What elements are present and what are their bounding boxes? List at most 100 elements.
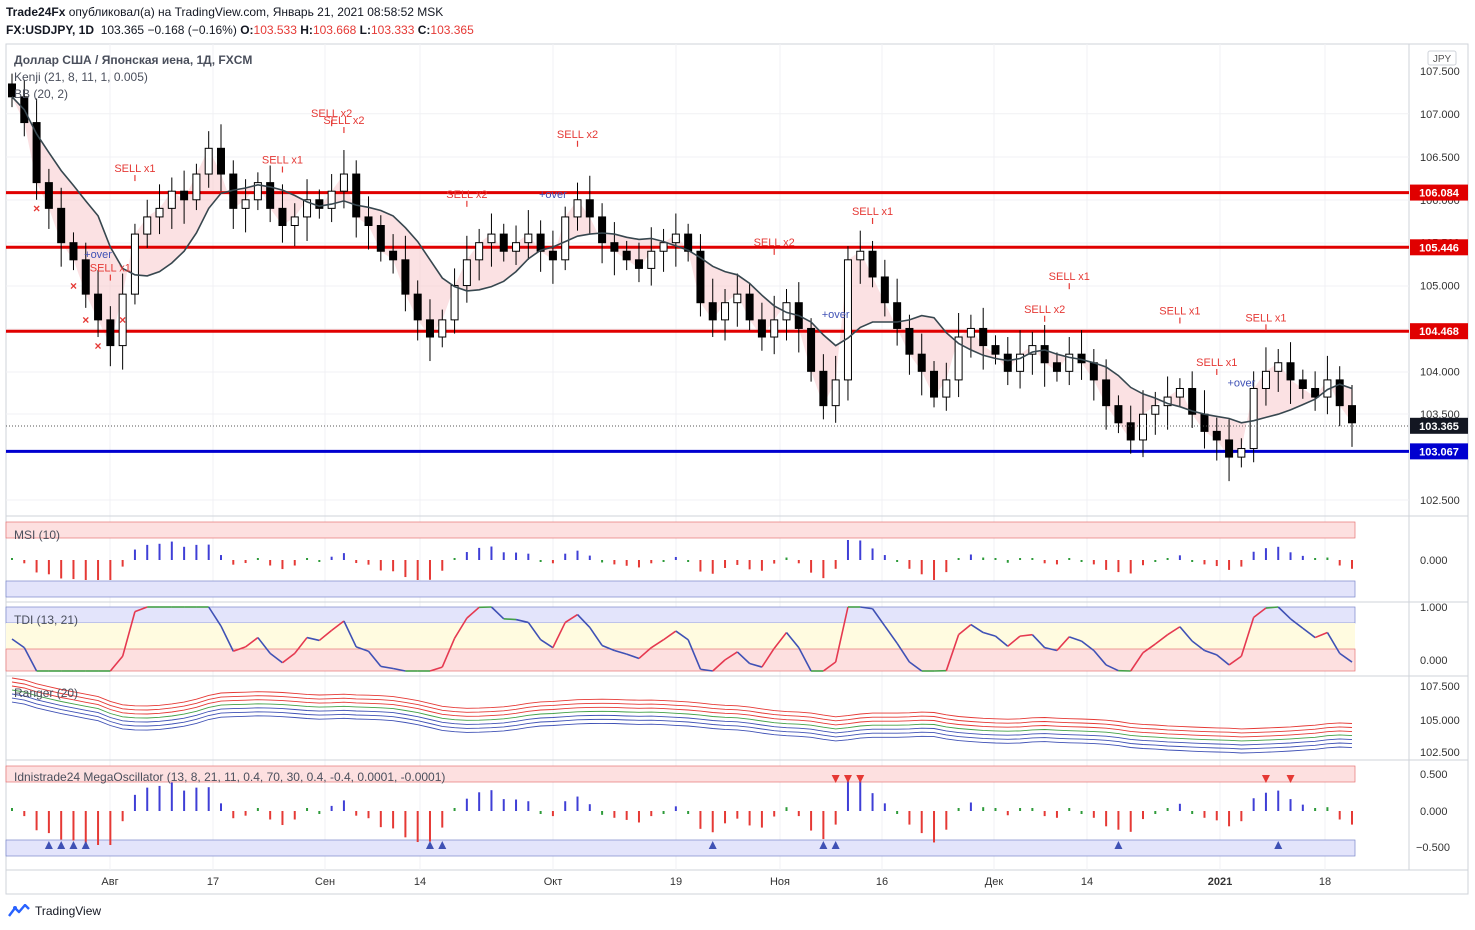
- time-axis-tick: 14: [1081, 876, 1093, 888]
- buy-triangle: [81, 841, 90, 849]
- tradingview-logo[interactable]: TradingView: [8, 904, 101, 918]
- tdi-segment: [306, 636, 320, 642]
- candle: [180, 170, 189, 224]
- megaoscillator-pane[interactable]: [5, 765, 1356, 857]
- sell-signal-label: SELL x1: [1049, 271, 1090, 283]
- candle: [44, 168, 53, 229]
- candle: [843, 246, 852, 401]
- candle-body: [536, 233, 545, 252]
- price-tags: 106.084 105.446 104.468 103.067 103.365: [1410, 184, 1468, 460]
- candle-body: [708, 302, 717, 321]
- candle: [1298, 369, 1307, 399]
- candle-body: [561, 216, 570, 261]
- candle: [942, 362, 951, 411]
- candle: [475, 228, 484, 281]
- candle-body: [241, 199, 250, 209]
- ranger-axis-tick: 105.000: [1420, 715, 1460, 727]
- time-axis[interactable]: Авг 17 Сен 14 Окт 19 Ноя 16 Дек 14 2021 18: [101, 876, 1331, 888]
- candle: [930, 361, 939, 408]
- time-axis-tick: 14: [414, 876, 426, 888]
- tdi-segment: [712, 659, 726, 672]
- tdi-segment: [1167, 626, 1181, 636]
- tdi-segment: [1056, 636, 1070, 652]
- tdi-segment: [614, 649, 627, 655]
- candle-body: [155, 207, 164, 218]
- mega-upper-zone: [5, 765, 1356, 783]
- ranger-label: Ranger (20): [14, 686, 78, 700]
- candle: [622, 240, 631, 271]
- candle: [106, 306, 115, 367]
- candle: [389, 234, 398, 274]
- tdi-segment: [367, 650, 382, 667]
- candle-body: [721, 302, 730, 321]
- main-pane[interactable]: SELL x1 SELL x1 SELL x1 SELL x2 SELL x2 SELL …: [6, 73, 1409, 482]
- tdi-pane[interactable]: [5, 606, 1356, 672]
- buy-triangle: [438, 841, 447, 849]
- ranger-pane[interactable]: [11, 677, 1353, 754]
- candle: [425, 299, 434, 362]
- tdi-segment: [1105, 664, 1119, 672]
- msi-pane[interactable]: [5, 521, 1356, 598]
- tdi-segment: [1314, 631, 1328, 639]
- candle: [1151, 391, 1160, 435]
- tdi-segment: [1093, 650, 1107, 666]
- mega-label: Idnistrade24 MegaOscillator (13, 8, 21, …: [14, 770, 445, 784]
- candle-body: [32, 122, 41, 184]
- time-axis-tick: 18: [1319, 876, 1331, 888]
- candle: [868, 240, 877, 288]
- candle-body: [757, 319, 766, 338]
- tdi-segment: [945, 634, 960, 671]
- candle: [303, 179, 312, 241]
- candle-body: [647, 250, 656, 269]
- msi-bars: [11, 540, 1353, 580]
- sell-signal-label: SELL x1: [1196, 357, 1237, 369]
- candle-body: [143, 216, 152, 235]
- candle-body: [745, 293, 754, 321]
- tdi-segment: [503, 618, 517, 621]
- candle: [991, 335, 1000, 365]
- sell-signal-label: SELL x2: [754, 237, 795, 249]
- candle: [143, 199, 152, 248]
- tdi-segment: [1265, 606, 1279, 609]
- sell-signal-label: SELL x2: [323, 115, 364, 127]
- candle-body: [770, 319, 779, 338]
- tdi-segment: [453, 617, 468, 639]
- candle: [1225, 419, 1234, 482]
- candle-body: [364, 216, 373, 227]
- tdi-segment: [1228, 655, 1242, 666]
- candle: [979, 307, 988, 370]
- candle: [561, 206, 570, 271]
- currency-badge[interactable]: [1427, 50, 1457, 66]
- candle-body: [942, 379, 951, 398]
- tdi-segment: [441, 637, 456, 668]
- candle-body: [1249, 387, 1258, 450]
- tdi-segment: [380, 665, 394, 670]
- candle: [229, 160, 238, 229]
- tdi-segment: [663, 630, 677, 641]
- ranger-line: [11, 689, 1353, 742]
- candle: [1028, 331, 1037, 375]
- tdi-segment: [331, 620, 345, 631]
- sell-signal-label: SELL x1: [90, 263, 131, 275]
- tdi-segment: [208, 606, 222, 627]
- candle-body: [57, 207, 66, 244]
- level-tag-label: 105.446: [1419, 242, 1459, 254]
- tdi-segment: [1191, 640, 1205, 652]
- indicator-label-kenji: Kenji (21, 8, 11, 1, 0.005): [14, 70, 148, 84]
- sell-signal-label: SELL x2: [557, 129, 598, 141]
- candle-body: [130, 233, 139, 295]
- candle: [647, 227, 656, 286]
- tdi-segment: [576, 613, 591, 629]
- candle: [1311, 371, 1320, 411]
- candle-body: [438, 319, 447, 338]
- candle: [1237, 438, 1246, 468]
- candle: [438, 309, 447, 348]
- level-tag: [1410, 184, 1468, 201]
- price-axis[interactable]: 107.500107.000106.500106.000105.500105.0…: [1420, 66, 1460, 507]
- candles: [8, 73, 1356, 482]
- sell-signal-label: SELL x1: [1245, 312, 1286, 324]
- candle-body: [954, 336, 963, 381]
- tdi-segment: [343, 620, 357, 648]
- currency-badge-label: JPY: [1433, 54, 1452, 65]
